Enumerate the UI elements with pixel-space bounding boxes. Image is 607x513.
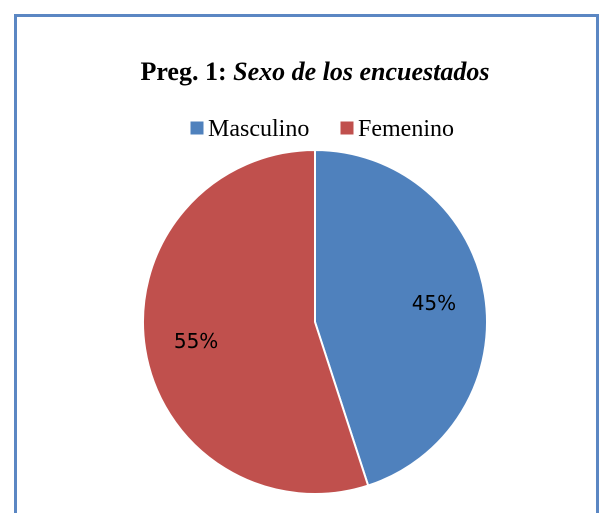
pie-slice	[142, 148, 370, 495]
pie: 45% 55%	[142, 148, 489, 495]
legend-swatch	[339, 120, 355, 136]
legend-label: Femenino	[358, 116, 454, 142]
pie-slice	[314, 148, 489, 487]
data-label: 45%	[412, 291, 456, 315]
legend-swatch	[189, 120, 205, 136]
title-prefix: Preg. 1:	[140, 57, 226, 86]
legend: Masculino Femenino	[189, 116, 454, 142]
legend-label: Masculino	[208, 116, 309, 142]
chart-title: Preg. 1: Sexo de los encuestados	[140, 57, 489, 86]
title-text: Sexo de los encuestados	[233, 57, 489, 86]
data-label: 55%	[174, 329, 218, 353]
